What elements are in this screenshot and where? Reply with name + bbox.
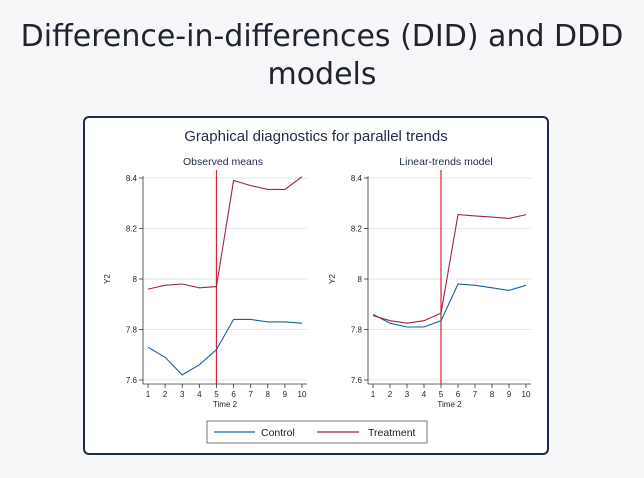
y-tick-label: 7.6 bbox=[126, 376, 138, 385]
legend-label-control: Control bbox=[261, 427, 295, 439]
chart-legend: Control Treatment bbox=[206, 420, 428, 444]
y-axis-label: Y2 bbox=[328, 274, 337, 284]
panel-2: Linear-trends model 7.6 7.8 8 8.2 8.4 1 2 3 4 5 6 7 8… bbox=[328, 156, 531, 409]
legend-label-treatment: Treatment bbox=[368, 427, 416, 439]
slide-title: Difference-in-differences (DID) and DDD … bbox=[0, 18, 644, 94]
series-line-control bbox=[372, 283, 527, 328]
x-tick-label: 9 bbox=[507, 390, 512, 399]
x-tick-label: 3 bbox=[180, 390, 185, 399]
x-tick-label: 4 bbox=[422, 390, 427, 399]
y-tick-label: 7.8 bbox=[351, 326, 363, 335]
x-tick-label: 9 bbox=[283, 390, 288, 399]
x-tick-label: 7 bbox=[248, 390, 253, 399]
y-tick-label: 7.8 bbox=[126, 326, 138, 335]
chart-panels: Observed means 7.6 7.8 8 8.2 8.4 1 2 3 4 5 6 7 8 9 10 Ti… bbox=[103, 156, 531, 409]
y-tick-label: 8.4 bbox=[351, 174, 363, 183]
x-tick-label: 8 bbox=[266, 390, 271, 399]
panel-2-subtitle: Linear-trends model bbox=[399, 156, 492, 168]
x-axis-label: Time 2 bbox=[213, 400, 238, 409]
y-tick-label: 8.2 bbox=[126, 225, 138, 234]
series-line-treatment bbox=[147, 176, 303, 290]
y-tick-label: 8 bbox=[133, 275, 138, 284]
x-tick-label: 8 bbox=[490, 390, 495, 399]
y-axis-label: Y2 bbox=[103, 274, 112, 284]
x-tick-label: 3 bbox=[405, 390, 410, 399]
x-tick-label: 1 bbox=[371, 390, 376, 399]
x-tick-label: 1 bbox=[146, 390, 151, 399]
slide-title-line-2: models bbox=[267, 57, 377, 92]
chart-figure: Graphical diagnostics for parallel trend… bbox=[83, 116, 549, 455]
x-tick-label: 4 bbox=[197, 390, 202, 399]
chart-title: Graphical diagnostics for parallel trend… bbox=[184, 128, 447, 145]
series-line-control bbox=[147, 318, 303, 376]
x-tick-label: 5 bbox=[439, 390, 444, 399]
x-tick-label: 6 bbox=[231, 390, 236, 399]
chart-canvas: Graphical diagnostics for parallel trend… bbox=[103, 128, 531, 444]
panel-1: Observed means 7.6 7.8 8 8.2 8.4 1 2 3 4 5 6 7 8 9 10 Ti… bbox=[103, 156, 307, 409]
x-axis-label: Time 2 bbox=[437, 400, 462, 409]
x-tick-label: 2 bbox=[163, 390, 168, 399]
y-tick-label: 8 bbox=[358, 275, 363, 284]
x-tick-label: 10 bbox=[522, 390, 531, 399]
y-tick-label: 8.2 bbox=[351, 225, 363, 234]
y-tick-label: 7.6 bbox=[351, 376, 363, 385]
panel-1-subtitle: Observed means bbox=[183, 156, 263, 168]
y-tick-label: 8.4 bbox=[126, 174, 138, 183]
x-tick-label: 2 bbox=[388, 390, 393, 399]
series-line-treatment bbox=[372, 214, 527, 324]
x-tick-label: 10 bbox=[298, 390, 307, 399]
x-tick-label: 7 bbox=[473, 390, 478, 399]
x-tick-label: 6 bbox=[456, 390, 461, 399]
x-tick-label: 5 bbox=[214, 390, 219, 399]
slide-title-line-1: Difference-in-differences (DID) and DDD bbox=[20, 19, 624, 54]
